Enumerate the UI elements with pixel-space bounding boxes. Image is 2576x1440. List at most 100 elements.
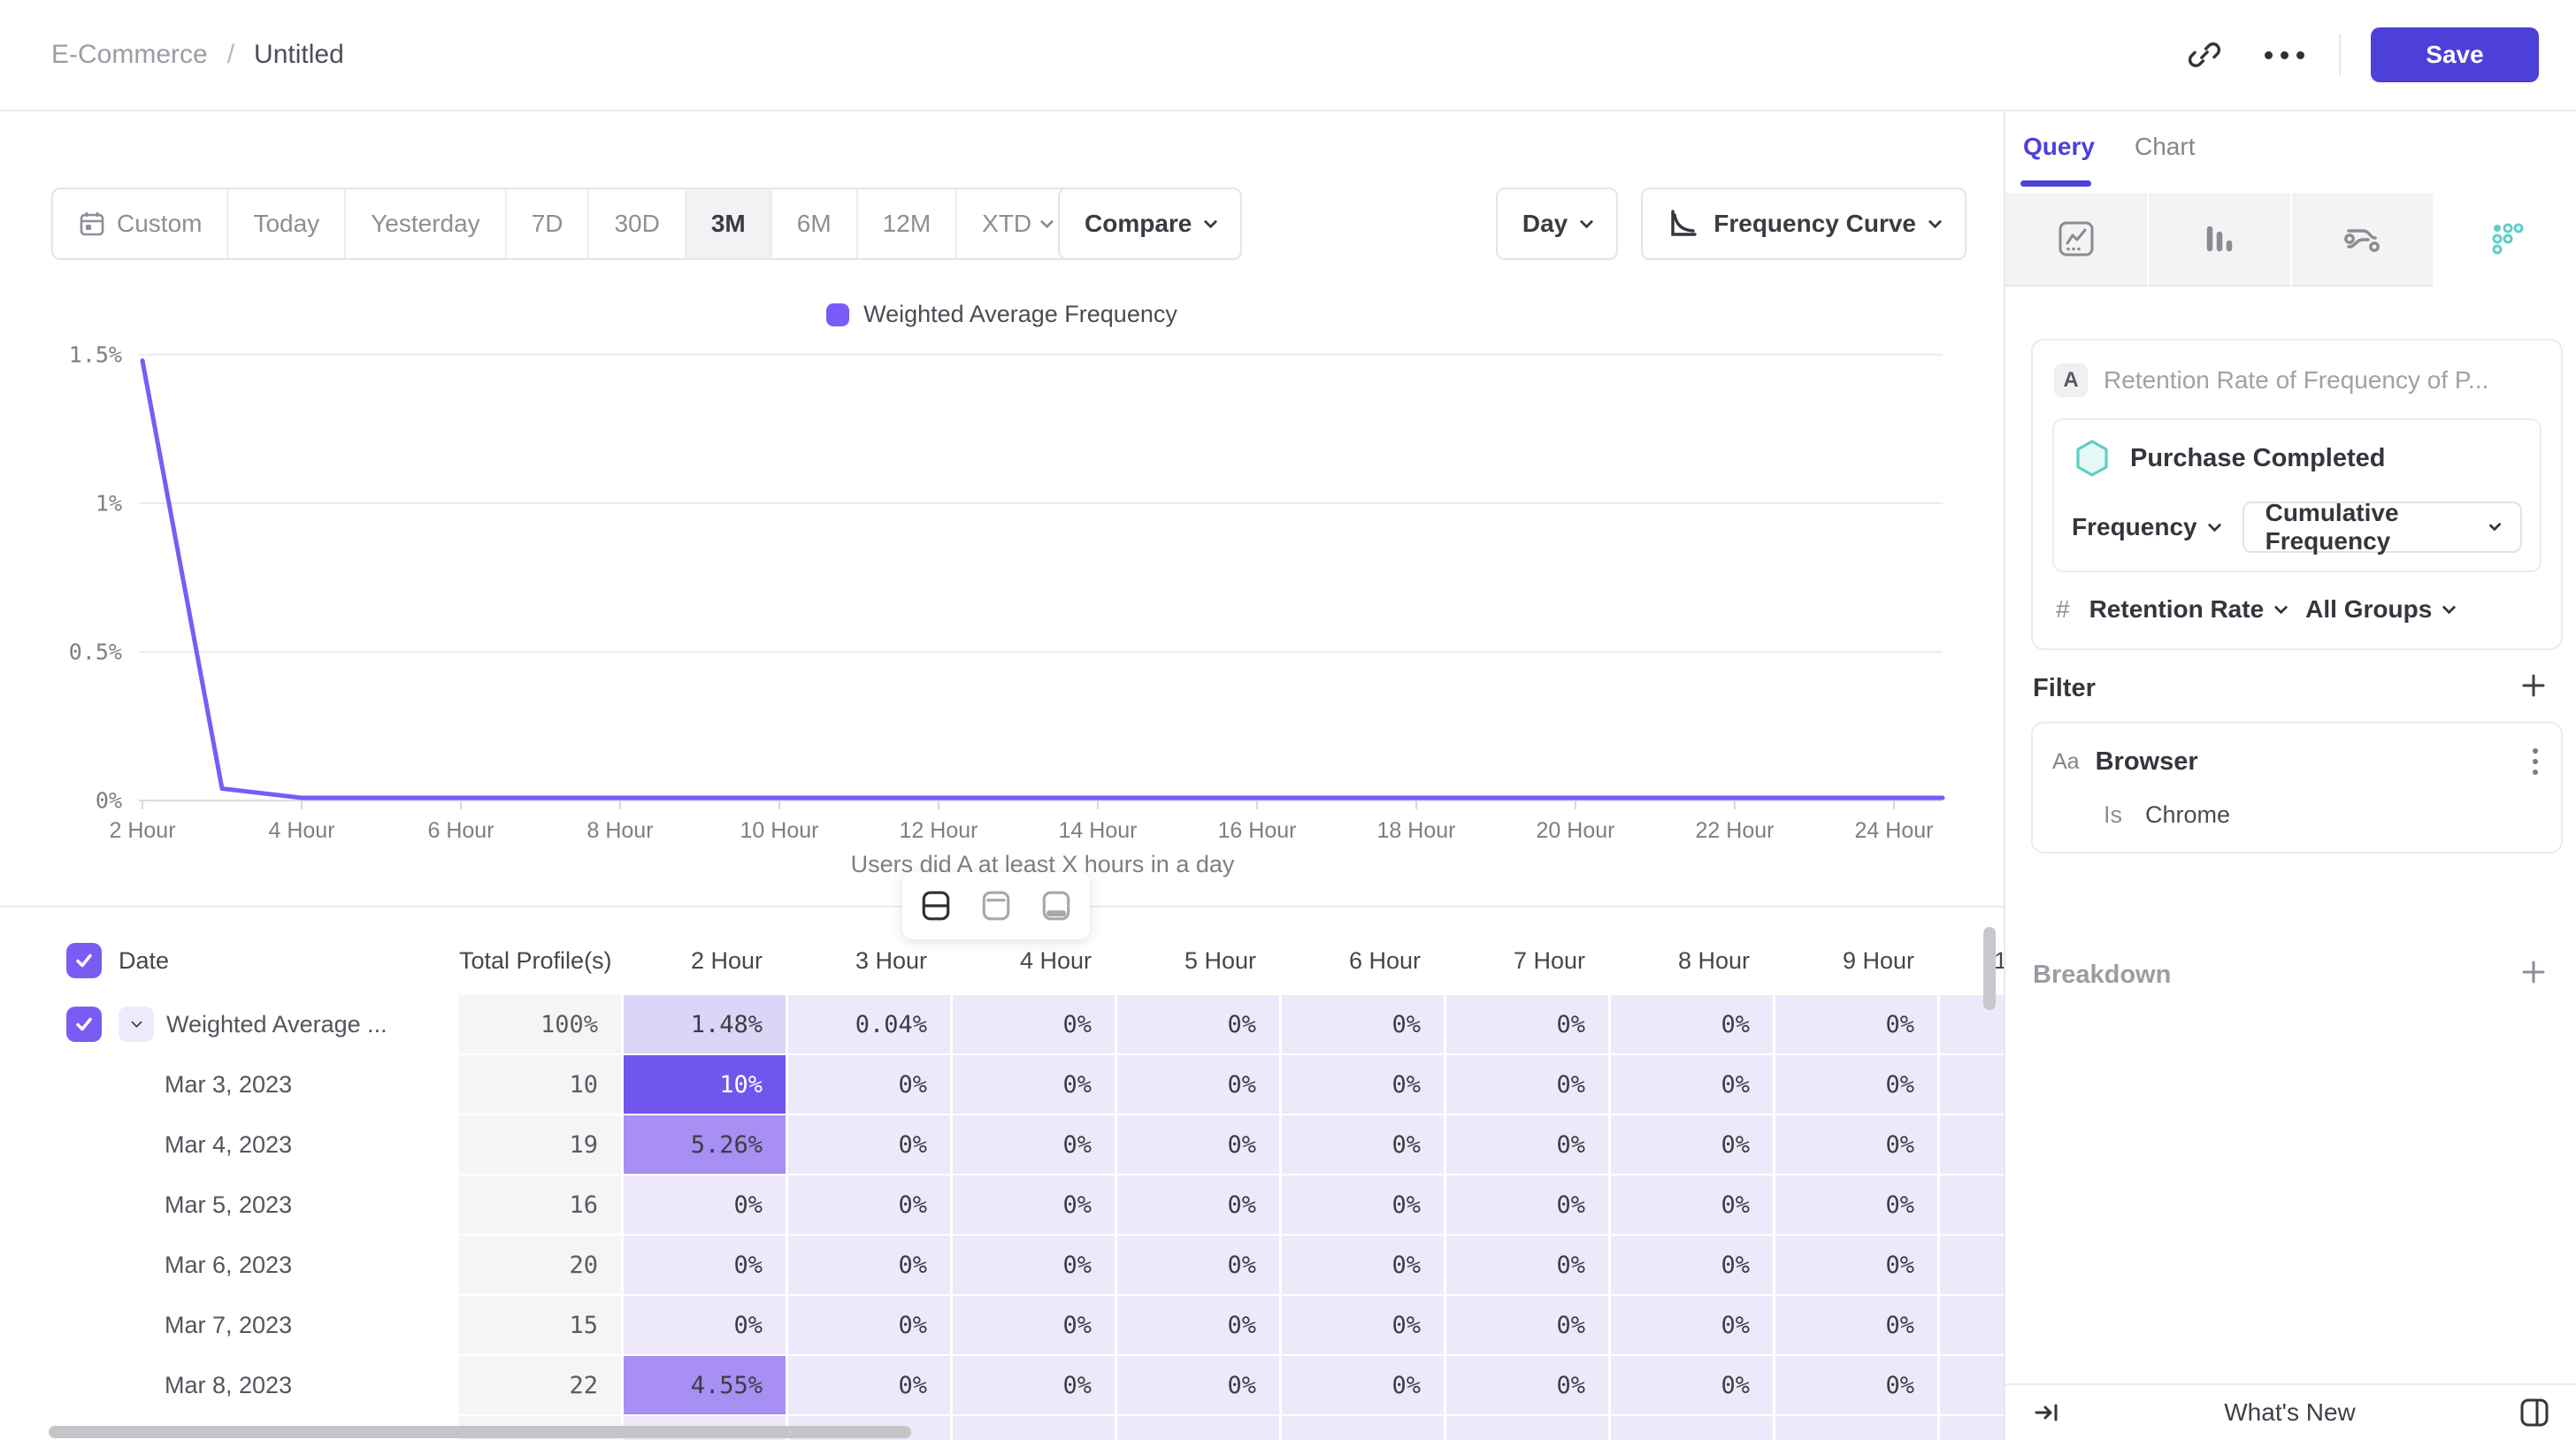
value-cell: 0% bbox=[1611, 995, 1773, 1053]
granularity-label: Day bbox=[1522, 210, 1568, 237]
breadcrumb-project[interactable]: E-Commerce bbox=[51, 40, 208, 69]
select-all-checkbox[interactable] bbox=[66, 943, 102, 978]
value-cell: 5.26% bbox=[624, 1115, 786, 1174]
groups-dropdown[interactable]: All Groups bbox=[2305, 595, 2457, 624]
value-cell: 0% bbox=[1117, 1236, 1279, 1294]
vertical-scrollbar[interactable] bbox=[1983, 927, 1996, 1010]
breadcrumb-report-title[interactable]: Untitled bbox=[254, 40, 344, 69]
tab-chart[interactable]: Chart bbox=[2135, 133, 2196, 160]
range-7d[interactable]: 7D bbox=[507, 189, 590, 258]
collapse-sidebar-icon[interactable] bbox=[2032, 1398, 2062, 1428]
chart-type-flow-button[interactable] bbox=[2291, 193, 2434, 287]
query-title-input[interactable]: Retention Rate of Frequency of P... bbox=[2104, 366, 2489, 394]
filter-value[interactable]: Chrome bbox=[2145, 801, 2231, 828]
expand-row-button[interactable] bbox=[119, 1007, 154, 1042]
chart-type-frequency-button[interactable] bbox=[2434, 193, 2576, 287]
value-cell: 0% bbox=[788, 1296, 950, 1354]
range-label: 30D bbox=[614, 210, 660, 237]
panel-layout-icon[interactable] bbox=[2518, 1396, 2551, 1429]
value-cell: 0% bbox=[1117, 1176, 1279, 1234]
column-header[interactable]: 6 Hour bbox=[1348, 946, 1421, 974]
column-header-profiles[interactable]: Total Profile(s) bbox=[459, 946, 612, 974]
more-options-icon[interactable] bbox=[2259, 30, 2309, 80]
range-12m[interactable]: 12M bbox=[858, 189, 958, 258]
value-cell: 0% bbox=[1775, 1236, 1937, 1294]
range-label: XTD bbox=[982, 210, 1032, 237]
compare-label: Compare bbox=[1085, 210, 1192, 237]
whats-new-link[interactable]: What's New bbox=[2224, 1398, 2356, 1426]
granularity-dropdown[interactable]: Day bbox=[1495, 188, 1619, 260]
add-breakdown-button[interactable] bbox=[2518, 957, 2549, 987]
value-cell: 0% bbox=[788, 1055, 950, 1114]
metric-controls: # Retention Rate All Groups bbox=[2056, 595, 2538, 624]
step-badge: A bbox=[2054, 364, 2088, 397]
row-checkbox[interactable] bbox=[66, 1007, 102, 1042]
column-header[interactable]: 2 Hour bbox=[690, 946, 763, 974]
metric-label: Retention Rate bbox=[2089, 595, 2265, 623]
value-cell: 0% bbox=[788, 1236, 950, 1294]
value-cell: 4.55% bbox=[624, 1356, 786, 1414]
range-yesterday[interactable]: Yesterday bbox=[346, 189, 507, 258]
column-header-date[interactable]: Date bbox=[119, 946, 170, 974]
chart-style-dropdown[interactable]: Frequency Curve bbox=[1641, 188, 1966, 260]
range-3m[interactable]: 3M bbox=[686, 189, 772, 258]
share-link-icon[interactable] bbox=[2180, 30, 2229, 80]
measure-dropdown[interactable]: Frequency bbox=[2072, 513, 2221, 541]
event-selector[interactable]: Purchase Completed bbox=[2072, 438, 2522, 479]
column-header[interactable]: 5 Hour bbox=[1184, 946, 1256, 974]
horizontal-scrollbar[interactable] bbox=[49, 1426, 911, 1438]
value-cell: 0% bbox=[1611, 1296, 1773, 1354]
layout-toggle-group bbox=[902, 872, 1090, 939]
value-cell: 0.04% bbox=[788, 995, 950, 1053]
value-cell: 0% bbox=[1117, 1055, 1279, 1114]
compare-button[interactable]: Compare bbox=[1058, 188, 1243, 260]
x-axis-tick-label: 18 Hour bbox=[1376, 818, 1456, 843]
total-profiles-cell: 15 bbox=[459, 1296, 621, 1354]
save-button[interactable]: Save bbox=[2371, 27, 2539, 82]
column-header[interactable]: 8 Hour bbox=[1677, 946, 1750, 974]
column-header[interactable]: 10 Hour bbox=[1993, 946, 2004, 974]
value-cell: 0% bbox=[788, 1115, 950, 1174]
value-cell: 0% bbox=[1775, 995, 1937, 1053]
column-header[interactable]: 3 Hour bbox=[855, 946, 927, 974]
chart-type-line-button[interactable] bbox=[2005, 193, 2147, 287]
filter-property-row[interactable]: Aa Browser bbox=[2052, 745, 2542, 778]
value-cell: 0% bbox=[1282, 1236, 1444, 1294]
range-label: Today bbox=[253, 210, 320, 237]
metric-dropdown[interactable]: Retention Rate bbox=[2089, 595, 2288, 624]
row-label: Mar 6, 2023 bbox=[165, 1251, 293, 1278]
add-filter-button[interactable] bbox=[2518, 670, 2549, 701]
value-cell: 0% bbox=[624, 1296, 786, 1354]
layout-split-rows-button[interactable] bbox=[909, 879, 962, 932]
column-header[interactable]: 9 Hour bbox=[1842, 946, 1914, 974]
chevron-down-icon bbox=[1204, 214, 1218, 228]
value-cell bbox=[1775, 1416, 1937, 1440]
range-today[interactable]: Today bbox=[228, 189, 347, 258]
value-cell: 0% bbox=[1282, 1115, 1444, 1174]
table-row: Weighted Average ... 100% 1.48% 0.04% 0% 0% 0%… bbox=[0, 995, 2004, 1053]
column-header[interactable]: 7 Hour bbox=[1513, 946, 1585, 974]
range-30d[interactable]: 30D bbox=[589, 189, 686, 258]
measure-type-dropdown[interactable]: Cumulative Frequency bbox=[2242, 499, 2522, 555]
range-custom[interactable]: Custom bbox=[53, 189, 229, 258]
layout-table-bottom-button[interactable] bbox=[1030, 879, 1083, 932]
tab-query[interactable]: Query bbox=[2023, 133, 2095, 160]
layout-chart-top-button[interactable] bbox=[970, 879, 1023, 932]
measure-type-label: Cumulative Frequency bbox=[2265, 499, 2399, 555]
chart-type-bar-button[interactable] bbox=[2148, 193, 2290, 287]
filter-operator[interactable]: Is bbox=[2104, 801, 2123, 828]
range-xtd[interactable]: XTD bbox=[957, 189, 1077, 258]
range-label: Custom bbox=[117, 210, 203, 237]
column-header[interactable]: 4 Hour bbox=[1019, 946, 1092, 974]
value-cell: 0% bbox=[1611, 1055, 1773, 1114]
total-profiles-cell: 100% bbox=[459, 995, 621, 1053]
value-cell bbox=[1117, 1416, 1279, 1440]
value-cell bbox=[953, 1416, 1115, 1440]
chart-legend[interactable]: Weighted Average Frequency bbox=[0, 301, 2004, 328]
range-6m[interactable]: 6M bbox=[772, 189, 858, 258]
filter-menu-icon[interactable] bbox=[2529, 745, 2542, 778]
value-cell: 0% bbox=[953, 995, 1115, 1053]
